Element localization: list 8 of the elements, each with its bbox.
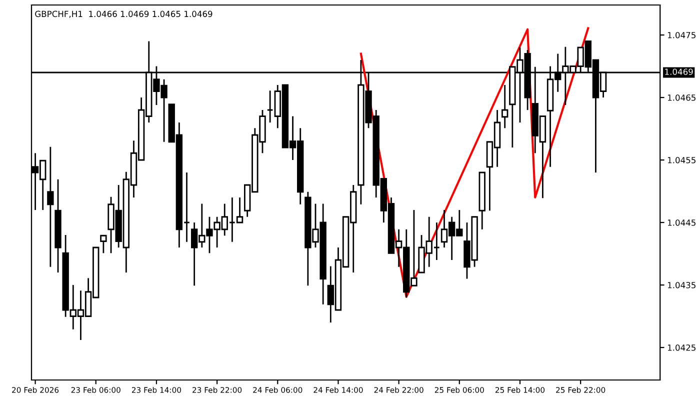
text: GBPCHF,H1 1.0466 1.0469 1.0465 1.0469 xyxy=(35,10,212,18)
ref-line-label: 1.0469 xyxy=(665,68,693,75)
y-tick-label: 1.0425 xyxy=(668,344,696,351)
y-tick-label: 1.0455 xyxy=(668,156,696,164)
y-tick-label: 1.0445 xyxy=(668,219,696,226)
y-tick-label: 1.0475 xyxy=(668,32,696,38)
y-tick-label: 1.0465 xyxy=(668,94,696,101)
y-tick-label: 1.0435 xyxy=(668,282,696,288)
